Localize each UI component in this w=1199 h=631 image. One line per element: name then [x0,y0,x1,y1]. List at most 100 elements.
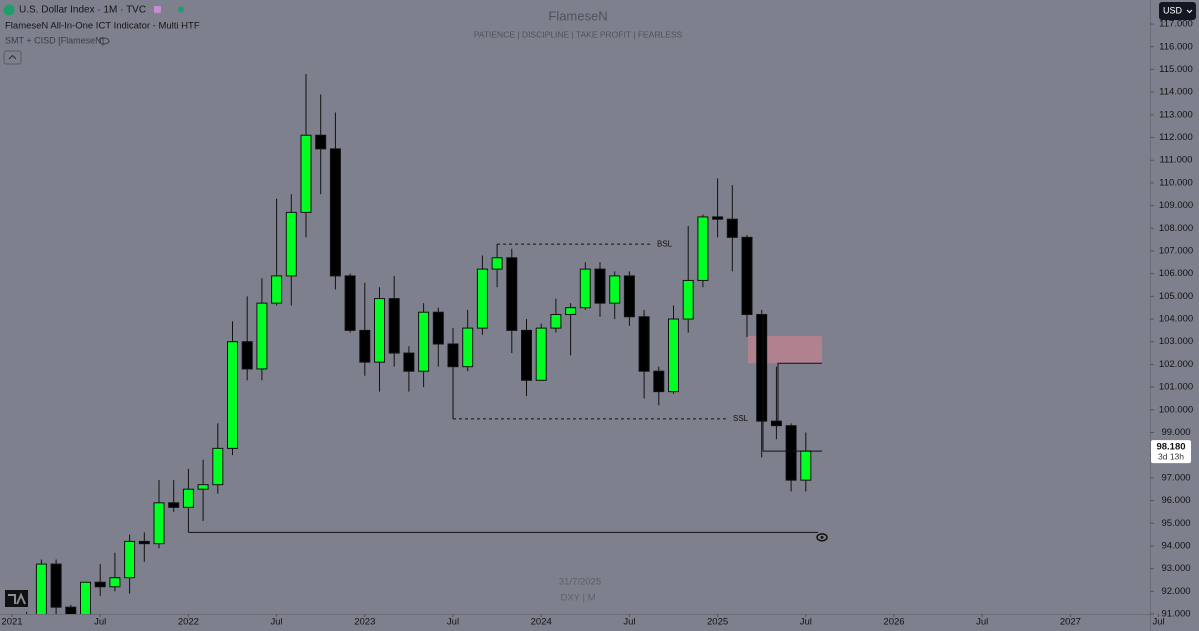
eye-pupil [820,535,824,539]
candle-body-up [800,450,812,481]
candle-body-down [138,540,150,545]
last-price-label: 98.180 [1156,442,1185,453]
x-tick-label: Jul [1153,617,1165,628]
candle-body-up [550,313,562,329]
y-tick-label: 105.000 [1159,291,1193,302]
candle-body-up [124,540,136,579]
candle-body-down [770,420,782,427]
status-icon [178,6,184,13]
candle-body-up [579,268,591,309]
candle-body-up [35,563,47,614]
liquidity-label: BSL [657,239,673,248]
x-tick-label: Jul [800,617,812,628]
tradingview-logo-mark [8,592,26,605]
symbol-logo [3,4,15,16]
y-tick-label: 110.000 [1159,177,1193,188]
candle-body-up [418,311,430,372]
y-tick-label: 99.000 [1161,427,1190,438]
y-tick-label: 97.000 [1161,472,1190,483]
candle-body-up [462,327,474,368]
y-tick-label: 94.000 [1161,540,1190,551]
y-tick-label: 95.000 [1161,518,1190,529]
currency-button[interactable] [1159,2,1196,20]
collapse-button[interactable] [3,50,22,65]
candle-body-down [447,343,459,368]
x-tick-label: 2024 [531,617,552,628]
currency-label: USD [1163,5,1183,15]
y-tick-label: 92.000 [1161,586,1190,597]
candle-body-down [756,313,768,422]
candle-body-down [359,329,371,363]
dropdown-icon [1186,9,1193,14]
candle-body-down [785,425,797,481]
y-tick-label: 103.000 [1159,336,1193,347]
overlay-title: SMT + CISD [FlameseN] [5,35,104,45]
x-tick-label: 2027 [1060,617,1081,628]
candle-body-up [300,134,312,213]
candle-body-up [697,216,709,281]
candle-body-down [241,341,253,370]
candle-body-down [653,370,665,393]
candle-body-up [491,257,503,270]
y-tick-label: 102.000 [1159,359,1193,370]
y-tick-label: 106.000 [1159,268,1193,279]
symbol-title: U.S. Dollar Index · 1M · TVC [19,5,146,16]
candle-body-down [94,581,106,588]
candle-body-down [521,329,532,381]
x-tick-label: 2025 [707,617,728,628]
candle-body-down [432,311,444,345]
candle-body-up [212,447,224,486]
y-tick-label: 111.000 [1160,155,1193,166]
candle-body-down [638,316,650,372]
x-tick-label: Jul [271,617,283,628]
candle-body-down [726,218,738,238]
brand-title: FlameseN [548,8,607,23]
y-tick-label: 91.000 [1161,609,1190,620]
y-tick-label: 117.000 [1159,19,1193,30]
last-price-tag [1151,440,1191,464]
candle-body-down [623,275,635,318]
candle-body-up [80,581,91,614]
brand-subtitle: PATIENCE | DISCIPLINE | TAKE PROFIT | FE… [474,29,683,39]
candle-body-up [285,211,297,277]
y-tick-label: 104.000 [1159,314,1193,325]
x-tick-label: Jul [976,617,988,628]
candle-body-down [506,257,518,331]
x-tick-label: 2026 [883,617,904,628]
candle-body-down [403,352,415,372]
liquidity-label: SSL [733,414,749,423]
candle-body-up [535,327,547,381]
x-tick-label: Jul [623,617,635,628]
candle-body-up [565,307,577,315]
y-tick-label: 107.000 [1159,245,1193,256]
candle-body-up [271,275,283,304]
y-tick-label: 115.000 [1159,64,1193,75]
candle-body-up [109,577,121,588]
candle-body-down [344,275,356,331]
candle-body-up [197,484,209,490]
y-tick-label: 101.000 [1159,382,1193,393]
visibility-icon[interactable] [98,37,110,45]
x-tick-label: 2023 [354,617,375,628]
candle-body-down [65,606,77,614]
x-tick-label: 2022 [178,617,199,628]
y-tick-label: 114.000 [1159,87,1193,98]
candle-body-down [741,236,753,315]
y-tick-label: 113.000 [1159,109,1193,120]
watermark-date: 31/7/2025 [559,577,601,588]
collapse-icon [8,54,17,60]
candle-body-up [374,298,385,363]
x-tick-label: Jul [94,617,106,628]
eye-icon [816,533,828,542]
candle-body-up [153,502,165,545]
candle-body-up [682,279,694,320]
status-icon [154,6,161,13]
plot-area [26,73,822,614]
candle-body-down [712,216,724,220]
y-tick-label: 116.000 [1159,41,1193,52]
countdown-label: 3d 13h [1158,451,1184,461]
tradingview-logo [5,590,28,607]
x-tick-label: Jul [447,617,459,628]
candle-body-up [256,302,268,370]
